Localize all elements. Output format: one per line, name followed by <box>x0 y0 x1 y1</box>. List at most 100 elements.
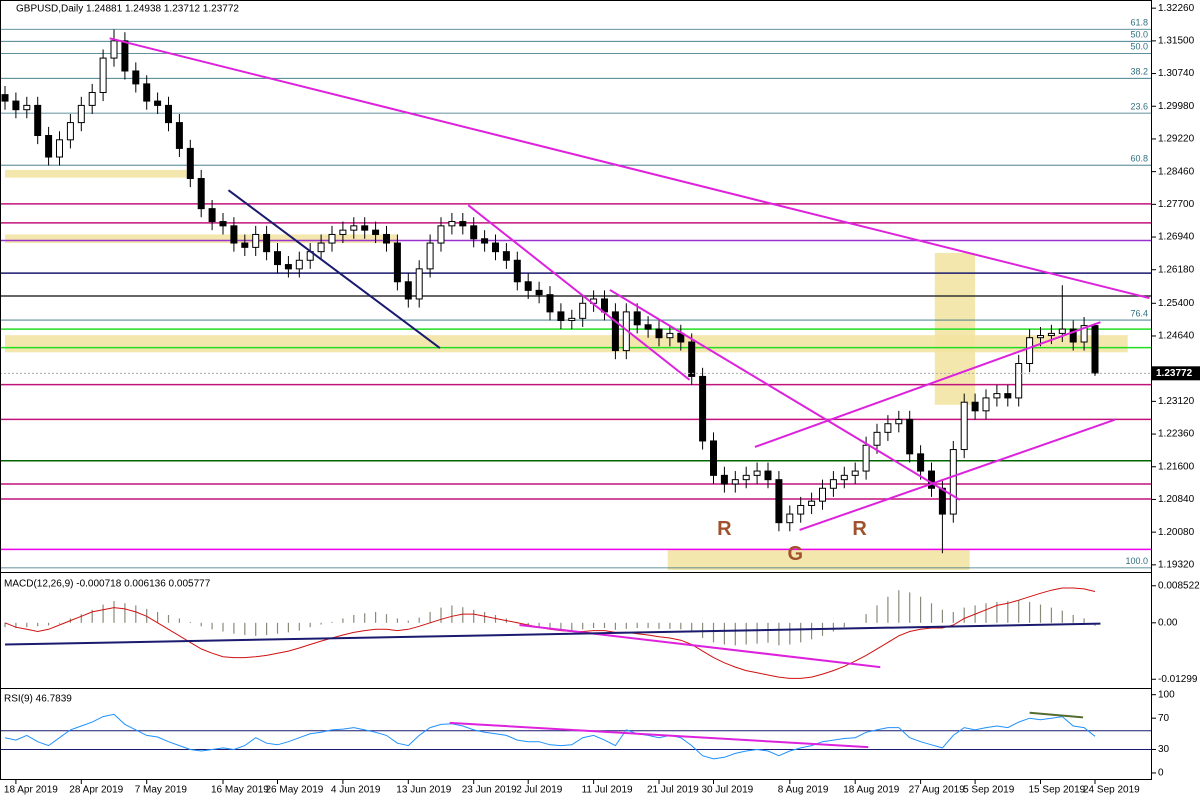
candle-body <box>284 264 292 270</box>
candle-body <box>1 94 9 102</box>
trendline <box>1029 711 1084 719</box>
candle-body <box>143 83 151 102</box>
y-tick-label: 1.21600 <box>1158 461 1195 472</box>
candle-body <box>66 122 74 141</box>
candle-body <box>339 229 347 235</box>
candle-body <box>786 513 794 524</box>
trendline <box>4 622 1101 646</box>
x-tick-label: 28 Apr 2019 <box>69 785 123 796</box>
candle-body <box>197 178 205 210</box>
trendline <box>519 623 881 669</box>
candle-body <box>917 453 925 472</box>
candle-body <box>873 431 881 446</box>
candle-body <box>982 397 990 412</box>
candle-body <box>819 487 826 502</box>
candle-body <box>764 470 772 481</box>
fib-label: 50.0 <box>1130 42 1148 52</box>
rsi-line <box>4 713 1096 760</box>
fib-label: 38.2 <box>1130 67 1148 77</box>
candle-body <box>328 233 336 244</box>
y-tick-label: 1.29220 <box>1158 134 1195 145</box>
x-tick-label: 8 Aug 2019 <box>778 785 829 796</box>
trendline <box>467 204 691 381</box>
candle-body <box>492 242 499 253</box>
y-tick-label: 30 <box>1158 744 1170 755</box>
candle-body <box>459 221 467 227</box>
candle-body <box>219 221 227 227</box>
y-tick-label: 100 <box>1158 689 1175 700</box>
x-tick-label: 4 Jun 2019 <box>331 785 381 796</box>
y-tick-label: 1.24640 <box>1158 331 1195 342</box>
candle-body <box>110 40 118 59</box>
candle-body <box>470 225 478 240</box>
trendline <box>799 418 1115 531</box>
y-tick-label: 1.27700 <box>1158 199 1195 210</box>
candle-body <box>121 40 129 72</box>
candle-body <box>775 479 783 524</box>
annotation: R <box>717 518 732 540</box>
candle-body <box>960 401 968 451</box>
y-tick-label: 0.00 <box>1158 617 1178 628</box>
candle-body <box>557 311 565 321</box>
candle-body <box>175 122 183 149</box>
candle-body <box>884 423 892 433</box>
y-tick-label: 1.26940 <box>1158 232 1195 243</box>
candle-body <box>317 242 325 253</box>
x-tick-label: 30 Jul 2019 <box>702 785 754 796</box>
fib-label: 100.0 <box>1125 556 1148 566</box>
candle-body <box>1047 332 1055 337</box>
candle-body <box>165 104 172 124</box>
price-tag-bg <box>1152 366 1200 381</box>
x-tick-label: 13 Jun 2019 <box>396 785 451 796</box>
chart-layer: GBPUSD,Daily 1.24881 1.24938 1.23712 1.2… <box>0 3 1200 796</box>
candle-body <box>720 474 728 485</box>
candle-body <box>241 242 249 248</box>
y-tick-label: 1.29980 <box>1158 101 1195 112</box>
y-tick-label: 1.31500 <box>1158 36 1195 47</box>
candle-body <box>34 104 42 137</box>
fib-label: 60.8 <box>1130 154 1148 164</box>
panel-title: RSI(9) 46.7839 <box>4 694 72 705</box>
candle-body <box>688 341 696 377</box>
candle-body <box>154 100 162 106</box>
candle-body <box>426 242 434 270</box>
x-tick-label: 23 Jun 2019 <box>462 785 517 796</box>
candle-body <box>633 311 641 326</box>
y-tick-label: 70 <box>1158 713 1170 724</box>
x-tick-label: 21 Jul 2019 <box>647 785 699 796</box>
candle-body <box>99 57 107 93</box>
y-tick-label: 1.19320 <box>1158 559 1195 570</box>
trendline <box>754 321 1101 448</box>
fib-label: 23.6 <box>1130 102 1148 112</box>
trendline <box>609 289 961 501</box>
candle-body <box>23 104 31 111</box>
candle-body <box>611 311 619 352</box>
candle-body <box>1069 328 1077 343</box>
candle-body <box>710 440 717 476</box>
x-tick-label: 18 Aug 2019 <box>843 785 900 796</box>
y-tick-label: 1.23120 <box>1158 396 1195 407</box>
candle-body <box>208 208 216 223</box>
candle-body <box>1058 328 1066 334</box>
candle-body <box>579 302 587 319</box>
zone <box>5 234 398 244</box>
candle-body <box>12 100 20 111</box>
candle-body <box>230 225 238 244</box>
candle-body <box>928 470 935 489</box>
zone <box>667 549 970 570</box>
candle-body <box>1026 337 1034 365</box>
candle-body <box>45 135 53 158</box>
x-tick-label: 7 May 2019 <box>135 785 188 796</box>
y-tick-label: 0 <box>1158 768 1164 779</box>
y-tick-label: 1.22360 <box>1158 429 1195 440</box>
candle-body <box>295 259 303 270</box>
plot-frame <box>0 0 1152 780</box>
candle-body <box>906 418 914 455</box>
candle-body <box>666 332 674 339</box>
y-tick-label: 1.26180 <box>1158 264 1195 275</box>
candle-body <box>699 375 707 442</box>
x-tick-label: 27 Aug 2019 <box>909 785 966 796</box>
y-tick-label: 0.008522 <box>1158 580 1200 591</box>
